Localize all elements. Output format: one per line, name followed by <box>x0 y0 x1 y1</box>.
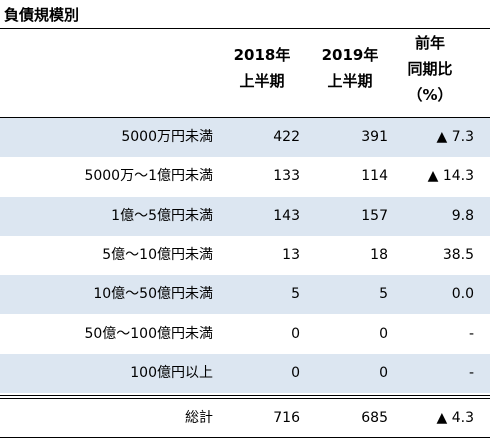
cell: 157 <box>361 207 388 224</box>
cell: 0 <box>291 364 300 381</box>
cell: - <box>468 325 474 342</box>
rule <box>0 28 490 29</box>
cell: 0 <box>291 325 300 342</box>
cell: 143 <box>273 207 300 224</box>
cell: 13 <box>282 246 300 263</box>
cell: ▲ 4.3 <box>436 410 474 426</box>
cell: ▲ 7.3 <box>436 129 474 145</box>
row-band <box>0 353 490 393</box>
rule <box>0 395 490 396</box>
cell: 391 <box>361 129 388 145</box>
column-header: 2018年 <box>233 46 291 64</box>
rule <box>0 398 490 399</box>
row-label: 100億円以上 <box>130 364 213 381</box>
row-label: 総計 <box>185 410 213 426</box>
cell: 0 <box>379 364 388 381</box>
column-header: 同期比 <box>407 60 453 78</box>
row-label: 50億～100億円未満 <box>84 325 213 342</box>
cell: 0 <box>379 325 388 342</box>
column-header: 前年 <box>414 34 445 52</box>
cell: 685 <box>361 410 388 426</box>
cell: - <box>468 364 474 381</box>
cell: 716 <box>273 410 300 426</box>
cell: ▲ 14.3 <box>427 168 474 185</box>
row-band <box>0 196 490 236</box>
row-label: 5000万円未満 <box>121 129 213 145</box>
rule <box>0 437 490 438</box>
column-header: 上半期 <box>327 72 373 90</box>
column-header: （%） <box>407 86 453 104</box>
column-header: 2019年 <box>321 46 379 64</box>
row-label: 5億～10億円未満 <box>102 246 213 263</box>
row-label: 5000万～1億円未満 <box>84 168 213 185</box>
row-band <box>0 118 490 157</box>
row-label: 10億～50億円未満 <box>93 286 213 303</box>
cell: 18 <box>370 246 388 263</box>
cell: 0.0 <box>451 286 474 303</box>
row-label: 1億～5億円未満 <box>111 207 213 224</box>
title: 負債規模別 <box>4 6 80 24</box>
cell: 422 <box>273 129 300 145</box>
row-band <box>0 275 490 315</box>
cell: 5 <box>291 286 300 303</box>
cell: 9.8 <box>451 207 474 224</box>
cell: 114 <box>361 168 388 185</box>
cell: 38.5 <box>442 246 474 263</box>
rule <box>0 117 490 118</box>
column-header: 上半期 <box>239 72 285 90</box>
cell: 5 <box>379 286 388 303</box>
cell: 133 <box>273 168 300 185</box>
